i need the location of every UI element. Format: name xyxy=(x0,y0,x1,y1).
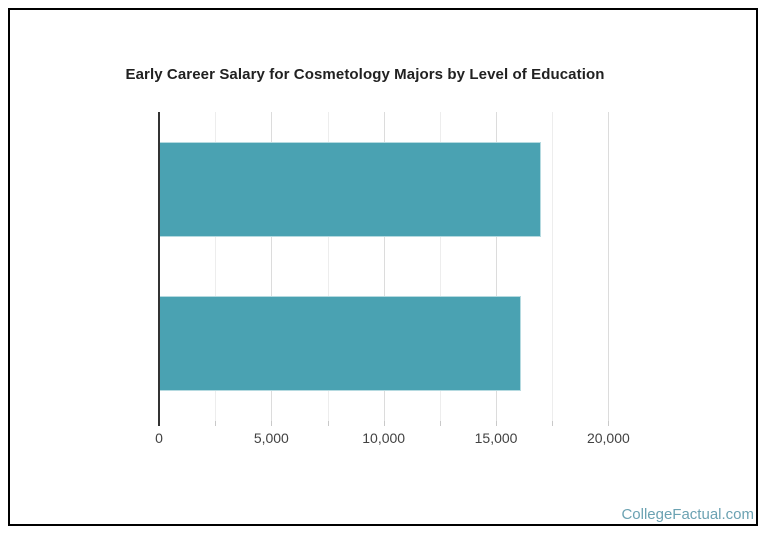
x-tick-label: 0 xyxy=(155,430,163,446)
x-tick-mark xyxy=(327,421,329,426)
x-tick-mark xyxy=(271,421,273,426)
x-tick-label: 20,000 xyxy=(586,430,630,446)
x-tick-mark xyxy=(496,421,498,426)
bar xyxy=(159,296,521,392)
gridline xyxy=(271,112,273,421)
gridline xyxy=(608,112,610,421)
plot-area: 0 5,000 10,000 15,000 20,000 xyxy=(155,112,704,446)
gridline xyxy=(439,112,441,421)
x-tick-mark xyxy=(552,421,554,426)
bar xyxy=(159,141,541,237)
x-tick-mark xyxy=(608,421,610,426)
x-tick-label: 10,000 xyxy=(362,430,406,446)
gridline xyxy=(496,112,498,421)
gridline xyxy=(552,112,554,421)
x-tick-label: 15,000 xyxy=(474,430,518,446)
x-tick-label: 5,000 xyxy=(253,430,289,446)
x-tick-mark xyxy=(383,421,385,426)
x-tick-mark xyxy=(439,421,441,426)
x-tick-mark xyxy=(215,421,217,426)
chart-title: Early Career Salary for Cosmetology Majo… xyxy=(125,66,605,83)
y-axis-line xyxy=(158,112,160,426)
watermark-collegefactual: CollegeFactual.com xyxy=(621,506,754,523)
gridline xyxy=(383,112,385,421)
gridline xyxy=(215,112,217,421)
gridline xyxy=(327,112,329,421)
